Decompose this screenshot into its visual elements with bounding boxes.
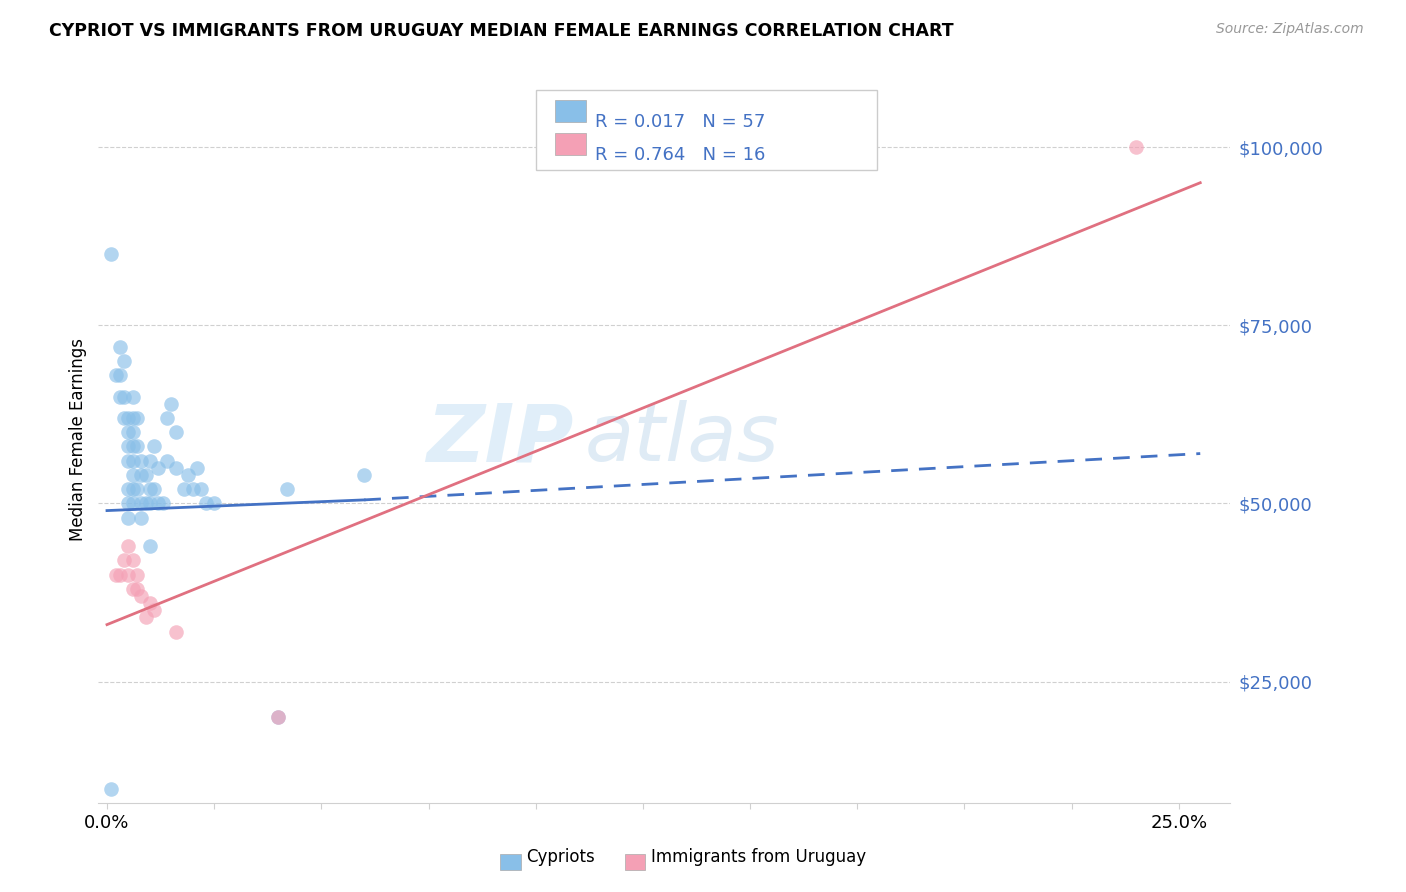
Point	[139, 482, 162, 496]
Point	[112, 553, 135, 567]
Text: ZIP: ZIP	[426, 401, 574, 478]
Text: R = 0.764   N = 16: R = 0.764 N = 16	[595, 146, 765, 164]
Point	[117, 567, 139, 582]
Point	[112, 354, 135, 368]
Point	[117, 539, 139, 553]
Point	[125, 439, 148, 453]
Point	[108, 368, 131, 383]
Point	[100, 247, 122, 261]
Point	[129, 589, 152, 603]
Point	[117, 425, 139, 440]
Text: atlas: atlas	[585, 401, 780, 478]
Point	[104, 368, 127, 383]
Point	[129, 467, 152, 482]
Point	[108, 567, 131, 582]
Point	[190, 482, 212, 496]
Point	[181, 482, 204, 496]
Point	[267, 710, 290, 724]
Text: Immigrants from Uruguay: Immigrants from Uruguay	[651, 848, 866, 866]
Point	[121, 425, 143, 440]
Point	[121, 411, 143, 425]
Point	[108, 390, 131, 404]
Point	[125, 411, 148, 425]
Point	[125, 567, 148, 582]
Point	[160, 397, 183, 411]
Point	[173, 482, 195, 496]
Point	[194, 496, 217, 510]
Point	[148, 460, 170, 475]
Point	[121, 390, 143, 404]
Point	[108, 340, 131, 354]
Point	[121, 439, 143, 453]
Point	[129, 453, 152, 467]
Point	[129, 496, 152, 510]
Point	[117, 510, 139, 524]
Point	[135, 467, 157, 482]
Point	[202, 496, 225, 510]
Point	[165, 425, 187, 440]
Point	[112, 411, 135, 425]
FancyBboxPatch shape	[501, 855, 520, 871]
Point	[121, 467, 143, 482]
Point	[117, 496, 139, 510]
Point	[100, 781, 122, 796]
Point	[165, 460, 187, 475]
Point	[353, 467, 375, 482]
Point	[117, 453, 139, 467]
Point	[112, 390, 135, 404]
Text: Cypriots: Cypriots	[526, 848, 595, 866]
Point	[177, 467, 200, 482]
Point	[121, 553, 143, 567]
Point	[139, 496, 162, 510]
Point	[143, 603, 166, 617]
Point	[121, 496, 143, 510]
FancyBboxPatch shape	[624, 855, 645, 871]
Point	[121, 582, 143, 596]
Point	[135, 610, 157, 624]
Point	[1125, 140, 1147, 154]
Point	[125, 582, 148, 596]
Text: Source: ZipAtlas.com: Source: ZipAtlas.com	[1216, 22, 1364, 37]
Point	[139, 539, 162, 553]
Point	[156, 453, 179, 467]
Point	[104, 567, 127, 582]
Point	[267, 710, 290, 724]
Point	[121, 482, 143, 496]
Point	[276, 482, 298, 496]
Point	[156, 411, 179, 425]
Point	[139, 453, 162, 467]
Point	[139, 596, 162, 610]
Point	[135, 496, 157, 510]
Text: R = 0.017   N = 57: R = 0.017 N = 57	[595, 113, 765, 131]
Text: CYPRIOT VS IMMIGRANTS FROM URUGUAY MEDIAN FEMALE EARNINGS CORRELATION CHART: CYPRIOT VS IMMIGRANTS FROM URUGUAY MEDIA…	[49, 22, 953, 40]
Point	[143, 482, 166, 496]
Point	[117, 482, 139, 496]
Point	[117, 411, 139, 425]
Point	[121, 453, 143, 467]
Point	[129, 510, 152, 524]
Point	[152, 496, 174, 510]
Y-axis label: Median Female Earnings: Median Female Earnings	[69, 338, 87, 541]
Point	[165, 624, 187, 639]
Point	[117, 439, 139, 453]
Point	[148, 496, 170, 510]
Point	[186, 460, 208, 475]
Point	[143, 439, 166, 453]
Point	[125, 482, 148, 496]
